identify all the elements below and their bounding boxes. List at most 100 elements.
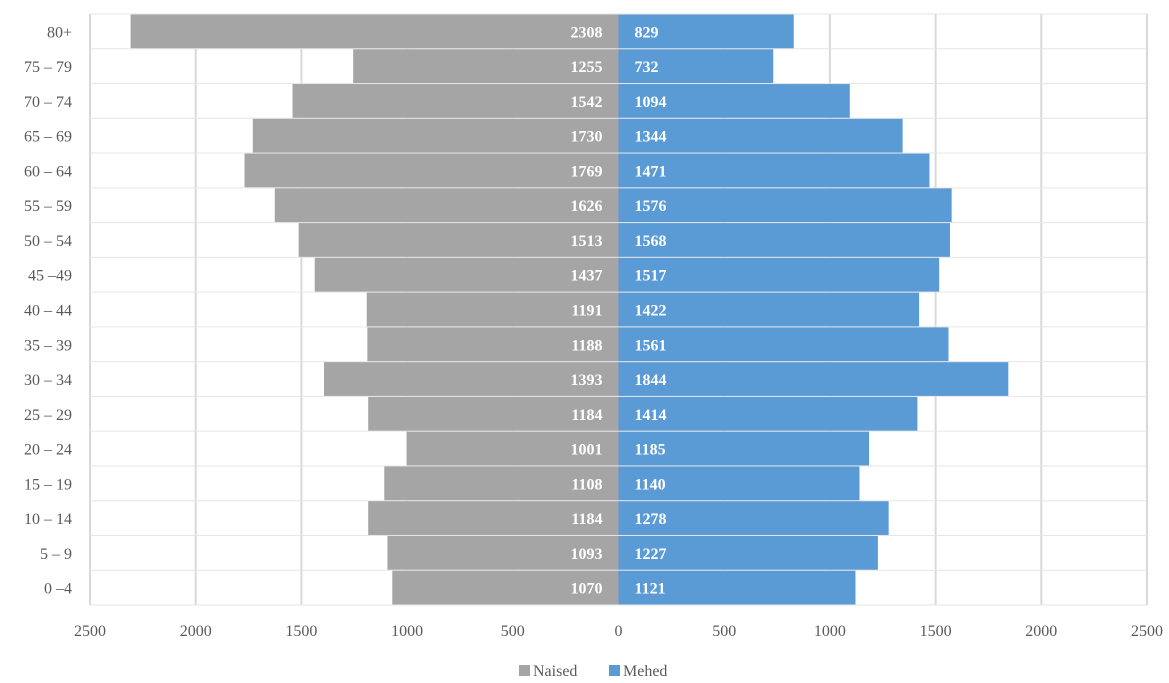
x-tick-label: 1500 bbox=[920, 623, 952, 640]
x-tick-label: 2500 bbox=[1131, 623, 1163, 640]
data-label-naised: 1437 bbox=[571, 268, 603, 285]
bar-naised bbox=[392, 570, 619, 605]
bar-mehed bbox=[618, 570, 856, 605]
bar-mehed bbox=[618, 431, 870, 466]
data-label-mehed: 1422 bbox=[635, 303, 667, 320]
bar-naised bbox=[252, 118, 619, 153]
bar-mehed bbox=[618, 14, 794, 49]
y-category-label: 20 – 24 bbox=[24, 442, 72, 459]
legend-swatch bbox=[609, 665, 620, 676]
bar-naised bbox=[366, 292, 619, 327]
data-labels: 2308 829 1255 732 1542 1094 1730 1344 1769 1471 16… bbox=[571, 24, 667, 597]
category-axis: 80+ 75 – 79 70 – 74 65 – 69 60 – 64 55 – 59 50… bbox=[24, 24, 72, 597]
x-tick-label: 1000 bbox=[391, 623, 423, 640]
data-label-mehed: 1517 bbox=[635, 268, 667, 285]
legend-swatch bbox=[519, 665, 530, 676]
bar-naised bbox=[368, 396, 619, 431]
bar-mehed bbox=[618, 118, 903, 153]
data-label-mehed: 1471 bbox=[635, 163, 667, 180]
y-category-label: 0 –4 bbox=[44, 581, 72, 598]
bar-mehed bbox=[618, 257, 940, 292]
bar-mehed bbox=[618, 292, 920, 327]
x-tick-label: 2500 bbox=[74, 623, 106, 640]
y-category-label: 25 – 29 bbox=[24, 407, 72, 424]
bar-mehed bbox=[618, 84, 850, 118]
data-label-naised: 1393 bbox=[571, 372, 603, 389]
legend: Naised Mehed bbox=[519, 663, 667, 680]
y-category-label: 15 – 19 bbox=[24, 476, 72, 493]
x-tick-label: 500 bbox=[501, 623, 525, 640]
y-category-label: 55 – 59 bbox=[24, 198, 72, 215]
data-label-mehed: 1094 bbox=[635, 94, 667, 111]
bar-naised bbox=[324, 362, 619, 396]
data-label-naised: 1542 bbox=[571, 94, 603, 111]
x-tick-label: 2000 bbox=[180, 623, 212, 640]
y-category-label: 65 – 69 bbox=[24, 129, 72, 146]
bar-mehed bbox=[618, 223, 950, 257]
bar-mehed bbox=[618, 535, 878, 570]
data-label-mehed: 1278 bbox=[635, 511, 667, 528]
data-label-mehed: 1561 bbox=[635, 337, 667, 354]
bar-naised bbox=[274, 188, 619, 223]
x-tick-label: 2000 bbox=[1025, 623, 1057, 640]
data-label-mehed: 1414 bbox=[635, 407, 667, 424]
x-tick-label: 1500 bbox=[285, 623, 317, 640]
y-category-label: 70 – 74 bbox=[24, 94, 72, 111]
bar-naised bbox=[353, 49, 619, 84]
bar-naised bbox=[368, 501, 619, 535]
bar-naised bbox=[406, 431, 619, 466]
value-axis: 2500 2000 1500 1000 500 0 500 1000 1500 2000 2500 bbox=[74, 623, 1163, 640]
data-label-naised: 1191 bbox=[571, 303, 602, 320]
bar-mehed bbox=[618, 49, 774, 84]
y-category-label: 75 – 79 bbox=[24, 59, 72, 76]
legend-label: Mehed bbox=[623, 663, 667, 680]
x-tick-label: 500 bbox=[712, 623, 736, 640]
data-label-naised: 1513 bbox=[571, 233, 603, 250]
data-label-naised: 1108 bbox=[571, 476, 602, 493]
y-category-label: 80+ bbox=[47, 24, 72, 41]
data-label-naised: 1188 bbox=[571, 337, 602, 354]
data-label-naised: 2308 bbox=[571, 24, 603, 41]
bar-naised bbox=[298, 223, 619, 257]
data-label-mehed: 1568 bbox=[635, 233, 667, 250]
y-category-label: 10 – 14 bbox=[24, 511, 72, 528]
y-category-label: 5 – 9 bbox=[40, 546, 72, 563]
y-category-label: 50 – 54 bbox=[24, 233, 72, 250]
data-label-mehed: 1185 bbox=[635, 442, 666, 459]
data-label-naised: 1070 bbox=[571, 581, 603, 598]
bar-naised bbox=[367, 327, 619, 362]
x-tick-label: 0 bbox=[615, 623, 623, 640]
bar-naised bbox=[384, 466, 619, 501]
data-label-mehed: 1576 bbox=[635, 198, 667, 215]
data-label-naised: 1184 bbox=[571, 511, 602, 528]
data-label-mehed: 1227 bbox=[635, 546, 667, 563]
bar-naised bbox=[387, 535, 619, 570]
y-category-label: 30 – 34 bbox=[24, 372, 72, 389]
data-label-mehed: 829 bbox=[635, 24, 659, 41]
y-category-label: 40 – 44 bbox=[24, 303, 72, 320]
data-label-naised: 1730 bbox=[571, 129, 603, 146]
data-label-mehed: 1344 bbox=[635, 129, 667, 146]
data-label-naised: 1001 bbox=[571, 442, 603, 459]
bar-naised bbox=[292, 84, 619, 118]
y-category-label: 45 –49 bbox=[28, 268, 72, 285]
bar-mehed bbox=[618, 501, 889, 535]
data-label-naised: 1769 bbox=[571, 163, 603, 180]
x-tick-label: 1000 bbox=[814, 623, 846, 640]
bar-naised bbox=[130, 14, 619, 49]
data-label-naised: 1626 bbox=[571, 198, 603, 215]
data-label-naised: 1184 bbox=[571, 407, 602, 424]
bar-mehed bbox=[618, 188, 952, 223]
data-label-mehed: 1121 bbox=[635, 581, 666, 598]
data-label-naised: 1093 bbox=[571, 546, 603, 563]
bar-mehed bbox=[618, 466, 860, 501]
legend-label: Naised bbox=[533, 663, 577, 680]
data-label-mehed: 1140 bbox=[635, 476, 666, 493]
bar-naised bbox=[244, 153, 619, 188]
bar-naised bbox=[314, 257, 619, 292]
y-category-label: 35 – 39 bbox=[24, 337, 72, 354]
data-label-naised: 1255 bbox=[571, 59, 603, 76]
bar-mehed bbox=[618, 153, 930, 188]
